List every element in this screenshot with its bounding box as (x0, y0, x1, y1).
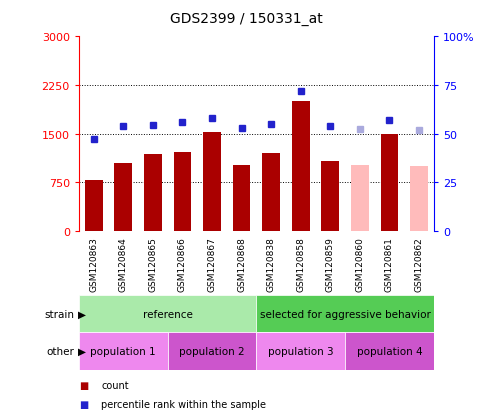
Bar (168, 332, 256, 370)
Bar (233, 165, 250, 231)
Text: GSM120862: GSM120862 (415, 236, 423, 291)
Text: percentile rank within the sample: percentile rank within the sample (101, 399, 266, 408)
Text: GSM120859: GSM120859 (326, 236, 335, 291)
Text: GSM120868: GSM120868 (237, 236, 246, 291)
Text: GSM120866: GSM120866 (178, 236, 187, 291)
Text: population 2: population 2 (179, 346, 245, 356)
Text: GSM120864: GSM120864 (119, 236, 128, 291)
Bar (79, 332, 168, 370)
Text: GDS2399 / 150331_at: GDS2399 / 150331_at (170, 12, 323, 26)
Bar (174, 152, 191, 231)
Bar (114, 164, 132, 231)
Bar (79, 295, 256, 332)
Text: ▶: ▶ (78, 309, 86, 319)
Bar (381, 134, 398, 231)
Text: GSM120861: GSM120861 (385, 236, 394, 291)
Text: ▶: ▶ (78, 346, 86, 356)
Text: count: count (101, 380, 129, 390)
Bar (262, 154, 280, 231)
Text: GSM120863: GSM120863 (89, 236, 98, 291)
Bar (321, 161, 339, 231)
Text: population 1: population 1 (90, 346, 156, 356)
Text: GSM120865: GSM120865 (148, 236, 157, 291)
Text: reference: reference (142, 309, 193, 319)
Bar (351, 165, 369, 231)
Bar (85, 181, 103, 231)
Bar (345, 332, 434, 370)
Text: GSM120858: GSM120858 (296, 236, 305, 291)
Text: population 4: population 4 (356, 346, 423, 356)
Text: GSM120838: GSM120838 (267, 236, 276, 291)
Text: strain: strain (44, 309, 74, 319)
Text: population 3: population 3 (268, 346, 334, 356)
Bar (203, 132, 221, 231)
Bar (144, 155, 162, 231)
Bar (292, 102, 310, 231)
Text: ■: ■ (79, 399, 88, 408)
Bar (410, 166, 428, 231)
Bar (256, 332, 345, 370)
Text: GSM120867: GSM120867 (208, 236, 216, 291)
Text: other: other (46, 346, 74, 356)
Text: ■: ■ (79, 380, 88, 390)
Text: selected for aggressive behavior: selected for aggressive behavior (260, 309, 430, 319)
Bar (256, 295, 434, 332)
Text: GSM120860: GSM120860 (355, 236, 364, 291)
